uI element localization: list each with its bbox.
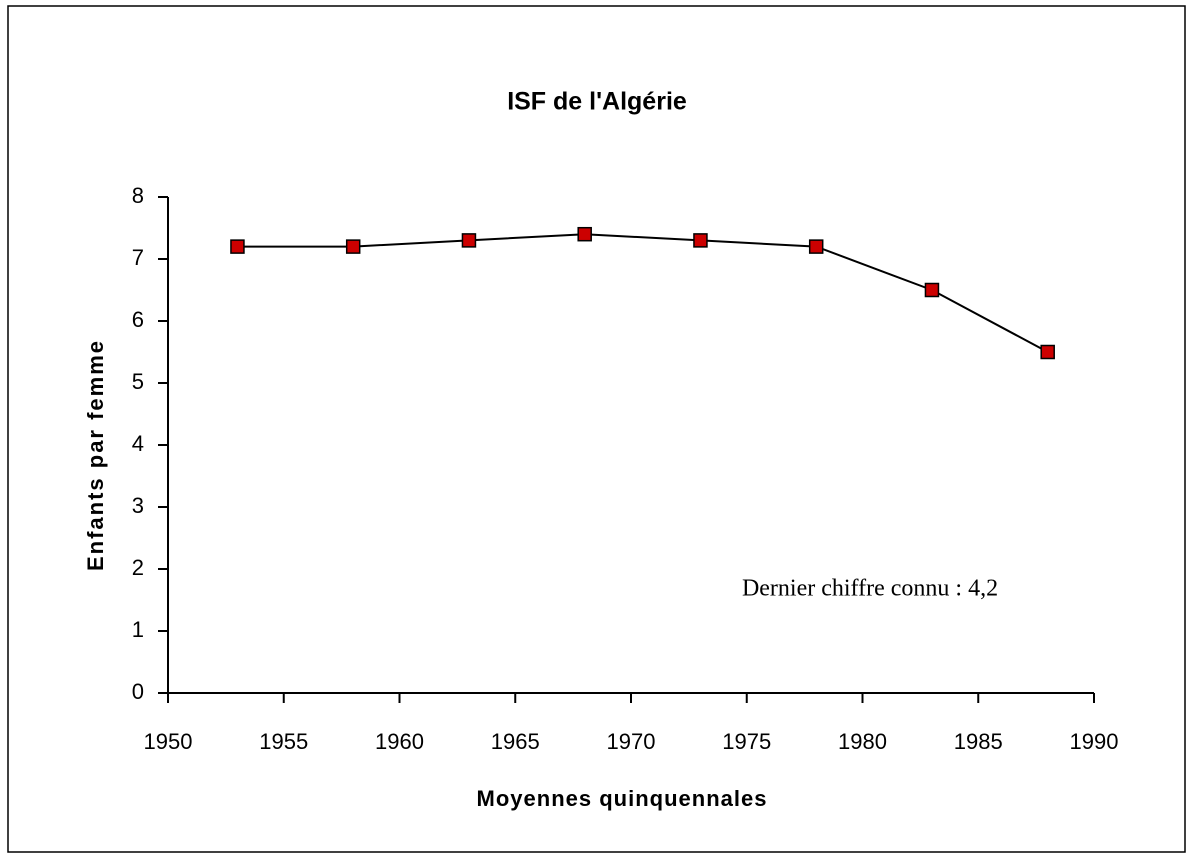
chart-title: ISF de l'Algérie [507,88,687,116]
annotation: Dernier chiffre connu : 4,2 [742,576,998,602]
data-point [808,239,824,254]
data-point [924,282,940,298]
data-line [237,233,1049,353]
x-tick-label: 1950 [144,729,193,754]
y-tick-label: 2 [132,555,144,580]
x-tick-label: 1970 [607,729,656,754]
y-tick-label: 5 [132,369,144,394]
x-tick-label: 1960 [375,729,424,754]
x-tick-label: 1955 [259,729,308,754]
y-tick-label: 8 [132,183,144,208]
data-point [345,239,361,254]
x-tick-label: 1990 [1070,729,1119,754]
data-point [693,233,708,248]
x-tick-label: 1965 [491,729,540,754]
data-point [1040,344,1055,360]
x-axis-label: Moyennes quinquennales [477,786,768,811]
data-point [577,226,592,242]
y-tick-label: 7 [132,245,144,270]
x-tick-label: 1985 [954,729,1003,754]
x-tick-label: 1980 [838,729,887,754]
y-tick-label: 1 [132,617,144,642]
data-point [461,233,477,248]
y-tick-label: 0 [132,679,144,704]
data-point [230,239,245,254]
y-tick-label: 3 [132,493,144,518]
chart-border [7,5,1186,853]
y-axis-label: Enfants par femme [83,339,108,571]
y-tick-label: 6 [132,307,144,332]
y-tick-label: 4 [132,431,144,456]
x-tick-label: 1975 [722,729,771,754]
